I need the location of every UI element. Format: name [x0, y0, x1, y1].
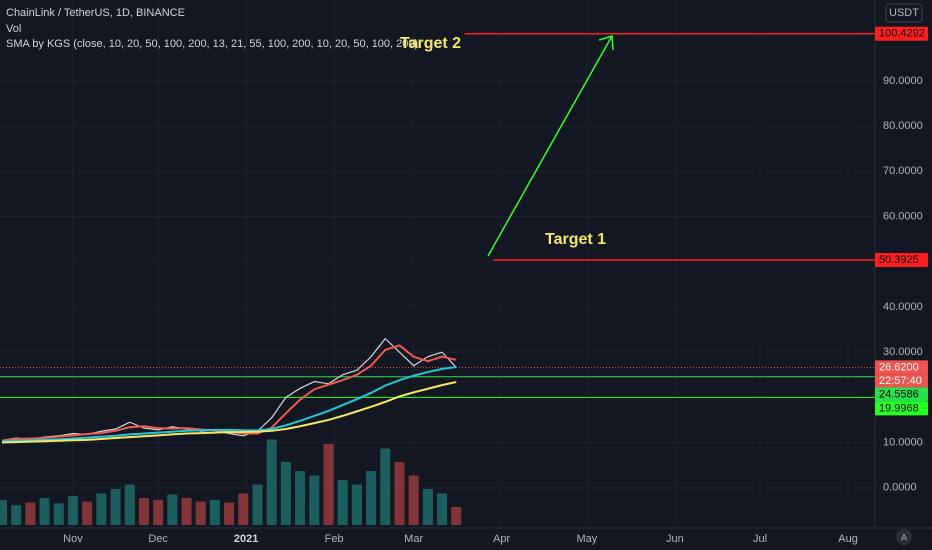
x-tick-label: Feb — [325, 533, 344, 545]
volume-bar — [408, 475, 419, 525]
price-label: 50.3925 — [879, 254, 919, 266]
annotation: Target 1 — [545, 231, 606, 248]
volume-bar — [195, 501, 206, 525]
price-label-box — [875, 401, 928, 416]
volume-bar — [124, 484, 135, 525]
volume-bar — [380, 448, 391, 525]
volume-bar — [238, 493, 249, 525]
y-tick-label: 0.0000 — [883, 482, 917, 494]
currency-box[interactable] — [885, 3, 923, 23]
volume-bar — [25, 502, 36, 525]
price-label: 100.4292 — [879, 28, 925, 40]
price-label-box — [875, 26, 928, 41]
plot — [0, 33, 875, 525]
volume-bar — [394, 462, 405, 525]
volume-bar — [224, 502, 235, 525]
series-line — [1, 381, 457, 444]
auto-scale-label[interactable]: A — [901, 532, 907, 542]
series-line — [1, 337, 457, 441]
x-tick-label: Jul — [753, 533, 767, 545]
volume-bar — [351, 484, 362, 525]
x-tick-label: 2021 — [234, 533, 258, 545]
volume-bar — [366, 471, 377, 525]
y-tick-label: 80.0000 — [883, 120, 923, 132]
price-label-box — [875, 387, 928, 402]
grid — [0, 0, 875, 528]
y-tick-label: 30.0000 — [883, 346, 923, 358]
currency[interactable]: USDT — [889, 7, 919, 19]
volume-bar — [11, 505, 22, 525]
volume-bar — [266, 439, 277, 525]
volume-bar — [280, 462, 291, 525]
volume-bar — [67, 496, 78, 525]
volume-bar — [82, 501, 93, 525]
volume-bar — [209, 499, 220, 525]
subtitle: Vol — [6, 23, 21, 35]
indicator-label: SMA by KGS (close, 10, 20, 50, 100, 200,… — [6, 38, 418, 50]
x-tick-label: Nov — [63, 533, 83, 545]
volume-bar — [39, 498, 50, 525]
series-line — [1, 366, 457, 443]
volume-bar — [153, 499, 164, 525]
annotation: Target 2 — [400, 35, 461, 52]
arrow — [487, 35, 614, 257]
y-tick-label: 90.0000 — [883, 75, 923, 87]
volume-bar — [451, 507, 462, 525]
volume-bar — [0, 499, 7, 525]
price-label: 26.6200 — [879, 361, 919, 373]
x-tick-label: Apr — [493, 533, 510, 545]
price-label: 24.5586 — [879, 388, 919, 400]
volume-bar — [337, 480, 348, 525]
volume-bar — [422, 489, 433, 525]
chart-title: ChainLink / TetherUS, 1D, BINANCE — [6, 7, 185, 19]
volume-bar — [295, 471, 306, 525]
volume-bar — [181, 498, 192, 525]
price-label-box — [875, 360, 928, 375]
x-tick-label: Dec — [148, 533, 168, 545]
price-label: 19.9968 — [879, 402, 919, 414]
x-tick-label: May — [576, 533, 597, 545]
volume-bar — [53, 503, 64, 525]
y-tick-label: 10.0000 — [883, 436, 923, 448]
price-label-box — [875, 252, 928, 267]
y-tick-label: 40.0000 — [883, 301, 923, 313]
x-tick-label: Mar — [404, 533, 423, 545]
y-tick-label: 70.0000 — [883, 165, 923, 177]
volume-bar — [252, 484, 263, 525]
countdown-box — [875, 374, 928, 388]
y-tick-label: 60.0000 — [883, 210, 923, 222]
auto-scale-button[interactable] — [896, 529, 912, 545]
volume-bar — [437, 493, 448, 525]
x-tick-label: Aug — [838, 533, 858, 545]
volume-bar — [167, 494, 178, 525]
volume-bar — [110, 489, 121, 525]
volume-bar — [138, 498, 149, 525]
volume-bar — [96, 493, 107, 525]
volume-bar — [323, 444, 334, 525]
countdown: 22:57:40 — [879, 375, 922, 387]
volume-bar — [309, 475, 320, 525]
x-tick-label: Jun — [666, 533, 684, 545]
